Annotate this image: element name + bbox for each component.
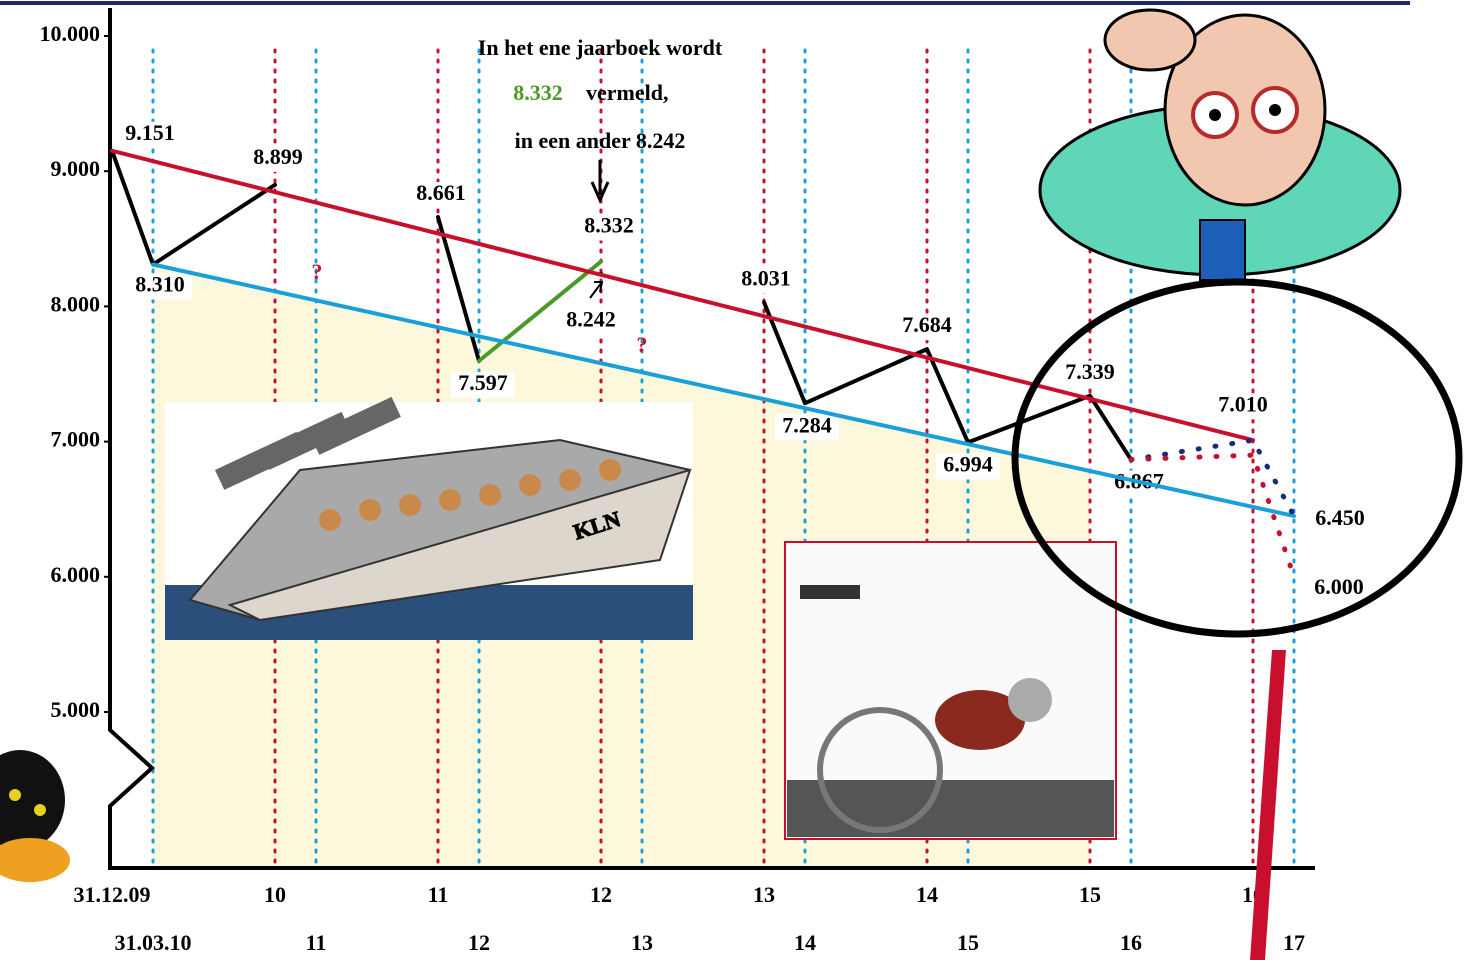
question-mark: ? bbox=[312, 259, 323, 284]
data-label: 8.899 bbox=[253, 144, 303, 169]
data-label: 7.597 bbox=[458, 370, 508, 395]
x-tick-label: 12 bbox=[468, 930, 490, 955]
question-mark: ? bbox=[637, 332, 648, 357]
data-label: 8.031 bbox=[741, 265, 791, 290]
wheelchair-illustration bbox=[785, 542, 1116, 839]
y-tick-label: 7.000 bbox=[51, 427, 101, 452]
data-label: 7.284 bbox=[782, 412, 832, 437]
y-tick-label: 6.000 bbox=[51, 562, 101, 587]
x-tick-label: 17 bbox=[1283, 930, 1305, 955]
data-label: 9.151 bbox=[125, 120, 175, 145]
data-label: 7.684 bbox=[902, 312, 952, 337]
data-label: 8.332 bbox=[584, 213, 634, 238]
data-label: 6.994 bbox=[943, 451, 993, 476]
x-tick-label: 11 bbox=[306, 930, 327, 955]
data-label: 8.661 bbox=[416, 180, 466, 205]
x-tick-label: 12 bbox=[590, 882, 612, 907]
data-label: 7.010 bbox=[1218, 391, 1268, 416]
data-label: 8.310 bbox=[135, 272, 185, 297]
data-label: 6.000 bbox=[1314, 574, 1364, 599]
x-tick-label: 15 bbox=[957, 930, 979, 955]
x-tick-label: 11 bbox=[428, 882, 449, 907]
y-tick-label: 10.000 bbox=[40, 21, 101, 46]
data-label: 7.339 bbox=[1065, 359, 1115, 384]
x-tick-label: 10 bbox=[264, 882, 286, 907]
annotation: In het ene jaarboek wordt bbox=[478, 35, 723, 60]
data-label: 8.242 bbox=[566, 307, 616, 332]
annotation: in een ander 8.242 bbox=[515, 128, 686, 153]
x-tick-label: 16 bbox=[1120, 930, 1142, 955]
x-tick-label: 15 bbox=[1079, 882, 1101, 907]
y-tick-label: 5.000 bbox=[51, 697, 101, 722]
x-tick-label: 14 bbox=[916, 882, 938, 907]
y-tick-label: 9.000 bbox=[51, 156, 101, 181]
x-tick-label: 13 bbox=[631, 930, 653, 955]
x-tick-label: 13 bbox=[753, 882, 775, 907]
x-tick-label: 31.03.10 bbox=[115, 930, 192, 955]
annotation-highlight: 8.332 bbox=[513, 80, 563, 105]
data-label: 6.450 bbox=[1315, 505, 1365, 530]
x-tick-label: 31.12.09 bbox=[74, 882, 151, 907]
ship-illustration: KLN bbox=[165, 397, 693, 640]
y-tick-label: 8.000 bbox=[51, 291, 101, 316]
chart: 5.000 6.000 7.000 8.000 9.000 10.000 31.12.09 3… bbox=[0, 0, 1464, 960]
annotation: vermeld, bbox=[586, 80, 668, 105]
x-tick-label: 14 bbox=[794, 930, 816, 955]
